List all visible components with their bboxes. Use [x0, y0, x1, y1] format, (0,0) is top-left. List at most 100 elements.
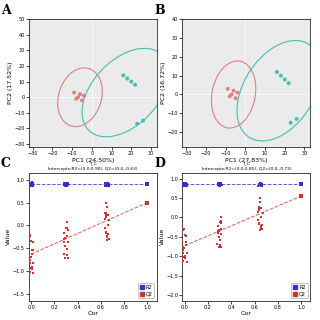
Point: [102, 217, 107, 222]
Point: [184, 183, 189, 188]
Point: [105, 181, 110, 186]
Point: [106, 181, 111, 186]
Point: [259, 181, 264, 187]
Point: [65, 181, 70, 187]
Point: [233, 96, 238, 101]
Point: [235, 90, 240, 95]
Point: [184, 259, 189, 264]
Point: [29, 239, 34, 244]
Point: [286, 81, 291, 86]
Point: [27, 182, 32, 187]
Text: A: A: [1, 4, 10, 17]
Point: [217, 219, 222, 224]
Point: [26, 248, 31, 253]
Point: [103, 212, 108, 218]
Point: [218, 242, 223, 247]
Point: [278, 73, 284, 78]
Point: [102, 211, 108, 216]
Point: [218, 183, 223, 188]
Point: [65, 180, 70, 185]
Text: B: B: [154, 4, 165, 17]
Point: [219, 182, 224, 187]
Point: [105, 223, 110, 228]
Point: [260, 227, 265, 232]
Point: [180, 183, 186, 188]
Point: [27, 269, 32, 275]
Point: [103, 180, 108, 185]
Point: [219, 231, 224, 236]
Point: [65, 182, 70, 187]
X-axis label: Cor: Cor: [241, 311, 252, 316]
Point: [31, 260, 36, 265]
Point: [102, 181, 108, 186]
Point: [29, 181, 34, 187]
Point: [65, 183, 70, 188]
Point: [258, 228, 263, 233]
Point: [258, 183, 263, 188]
Point: [259, 181, 264, 187]
Point: [30, 247, 35, 252]
Point: [257, 181, 262, 186]
Point: [183, 254, 188, 259]
Point: [216, 228, 221, 233]
Point: [288, 120, 293, 125]
Point: [106, 237, 111, 242]
Point: [294, 116, 299, 122]
Point: [102, 183, 108, 188]
Point: [65, 180, 70, 185]
Point: [65, 225, 70, 230]
Point: [104, 200, 109, 205]
Point: [183, 256, 188, 261]
Point: [29, 182, 35, 187]
Point: [231, 88, 236, 93]
Point: [225, 86, 230, 92]
Point: [181, 258, 186, 263]
Point: [181, 181, 186, 187]
Point: [30, 247, 35, 252]
Point: [132, 82, 138, 87]
Point: [105, 180, 110, 185]
Point: [140, 118, 146, 123]
Point: [103, 181, 108, 186]
Point: [28, 254, 33, 260]
Point: [257, 204, 262, 209]
Point: [63, 235, 68, 240]
Point: [28, 232, 33, 237]
Point: [62, 183, 67, 188]
Point: [183, 180, 188, 186]
Point: [259, 222, 264, 228]
Point: [64, 181, 69, 186]
Point: [256, 217, 261, 222]
Text: C: C: [1, 157, 11, 171]
Point: [76, 95, 81, 100]
Point: [103, 231, 108, 236]
Legend: C, T: C, T: [229, 0, 263, 2]
Point: [62, 183, 68, 188]
Point: [257, 183, 262, 188]
Legend: C, T: C, T: [76, 0, 110, 2]
Point: [216, 182, 221, 188]
Point: [182, 232, 188, 237]
Point: [218, 219, 223, 224]
Point: [182, 183, 188, 188]
Point: [74, 96, 79, 101]
Point: [256, 210, 261, 215]
Point: [215, 182, 220, 187]
Point: [106, 183, 111, 188]
Point: [181, 245, 187, 251]
Point: [65, 182, 70, 188]
X-axis label: PC1 (27.83%): PC1 (27.83%): [225, 158, 268, 163]
Point: [64, 246, 69, 252]
Point: [27, 265, 32, 270]
Point: [104, 183, 109, 188]
Point: [219, 221, 224, 226]
Point: [218, 219, 223, 224]
Point: [257, 181, 262, 187]
Point: [27, 260, 32, 265]
Point: [184, 233, 189, 238]
Point: [181, 227, 186, 232]
Point: [259, 215, 264, 220]
Point: [217, 182, 222, 188]
Point: [260, 182, 265, 187]
Point: [62, 182, 67, 187]
